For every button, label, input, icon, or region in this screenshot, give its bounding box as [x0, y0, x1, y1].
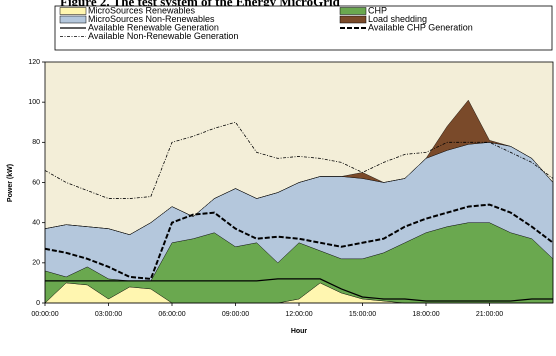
legend-swatch [339, 7, 367, 15]
legend-label: MicroSources Renewables [88, 5, 196, 15]
chart-title: Figure 2. The test system of the Energy … [60, 0, 341, 9]
x-tick-label: 12:00:00 [285, 311, 312, 318]
y-tick-label: 60 [32, 179, 40, 186]
y-tick-label: 100 [28, 99, 40, 106]
x-tick-label: 18:00:00 [412, 311, 439, 318]
legend-label: Available Renewable Generation [88, 22, 219, 32]
x-tick-label: 09:00:00 [222, 311, 249, 318]
line [44, 121, 554, 199]
legend-box [54, 5, 553, 51]
y-axis-label: Power (kW) [7, 164, 14, 202]
legend-swatch [339, 15, 367, 24]
line [45, 278, 553, 302]
x-tick-label: 21:00:00 [476, 311, 503, 318]
y-tick-label: 0 [36, 300, 40, 307]
x-tick-label: 03:00:00 [95, 311, 122, 318]
y-tick-label: 80 [32, 139, 40, 146]
y-tick-label: 20 [32, 260, 40, 267]
x-tick-label: 15:00:00 [349, 311, 376, 318]
legend-swatch [59, 7, 87, 15]
line [44, 203, 554, 280]
x-tick-label: 00:00:00 [31, 311, 58, 318]
legend-swatch [59, 15, 87, 24]
x-tick-label: 06:00:00 [158, 311, 185, 318]
legend-label: Load shedding [368, 14, 427, 24]
legend-label: CHP [368, 5, 387, 15]
y-tick-label: 40 [32, 220, 40, 227]
y-tick-label: 120 [28, 59, 40, 66]
legend-label: MicroSources Non-Renewables [88, 14, 215, 24]
legend-label: Available CHP Generation [368, 22, 473, 32]
legend-label: Available Non-Renewable Generation [88, 31, 238, 41]
x-axis-label: Hour [291, 328, 308, 335]
